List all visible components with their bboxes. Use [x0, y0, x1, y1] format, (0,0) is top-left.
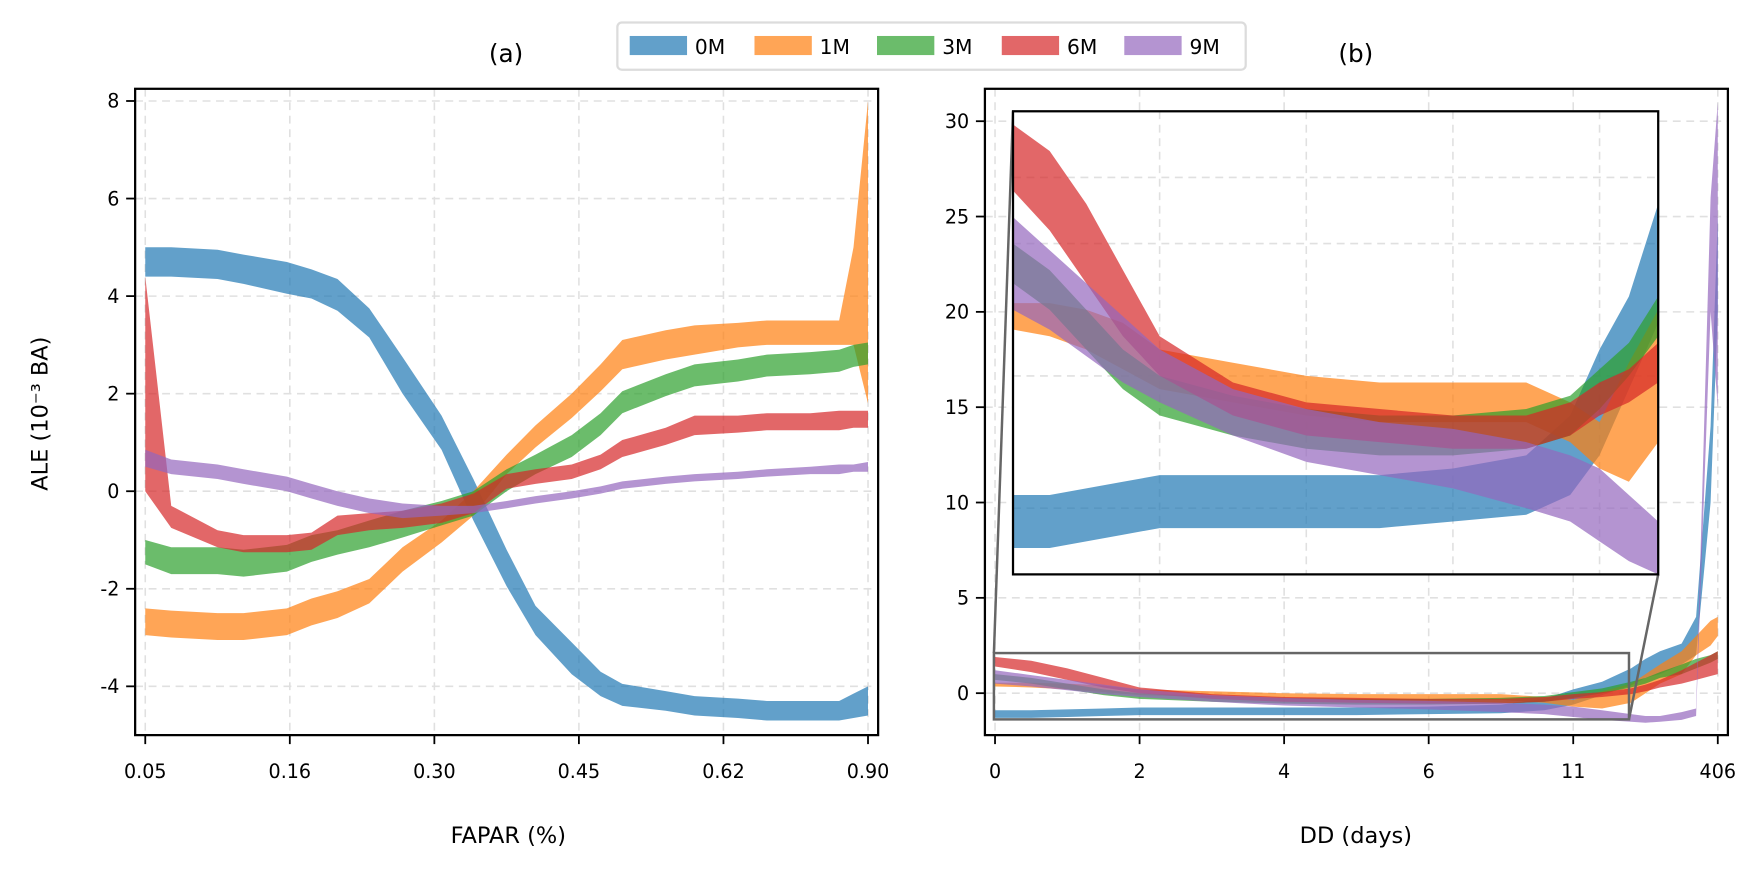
x-tick-label: 0.30 [413, 760, 456, 783]
x-tick-label: 4 [1278, 760, 1290, 783]
panel-b-title: (b) [1338, 39, 1373, 68]
panel-b-x-axis-label: DD (days) [1300, 823, 1412, 849]
inset-connector-right [1627, 574, 1660, 720]
y-tick-label: 2 [107, 382, 119, 405]
inset-connector-left [992, 111, 1015, 654]
band-3m [145, 342, 869, 577]
panel-a-y-ticks: -4 -2 0 2 4 6 8 [100, 90, 136, 698]
x-tick-label: 0.45 [558, 760, 601, 783]
legend: 0M 1M 3M 6M 9M [616, 21, 1247, 71]
y-tick-label: 0 [107, 480, 119, 503]
legend-label: 1M [820, 35, 850, 59]
y-tick-label: 20 [945, 301, 969, 324]
legend-item-6m: 6M [1001, 35, 1097, 59]
y-tick-label: -4 [100, 675, 119, 698]
panel-b-x-ticks: 0 2 4 6 11 406 [989, 735, 1736, 783]
panel-a-axes-frame [134, 87, 880, 737]
panel-a-grid [135, 88, 879, 736]
band-0m [995, 216, 1718, 718]
x-tick-label: 0.16 [269, 760, 312, 783]
inset-axes [1011, 110, 1660, 576]
x-tick-label: 0.05 [124, 760, 167, 783]
panel-a-x-axis-label: FAPAR (%) [451, 823, 566, 849]
inset-frame [1011, 110, 1660, 576]
panel-a: 0.05 0.16 0.30 0.45 0.62 0.90 -4 -2 0 2 4 6 8 (a) F… [27, 39, 889, 849]
y-tick-label: 30 [945, 110, 969, 133]
legend-item-1m: 1M [754, 35, 850, 59]
legend-swatch [1001, 35, 1060, 56]
y-tick-label: 15 [945, 396, 969, 419]
x-tick-label: 6 [1423, 760, 1435, 783]
y-tick-label: 8 [107, 90, 119, 113]
x-tick-label: 0.62 [702, 760, 745, 783]
panel-b-bands [995, 102, 1718, 723]
legend-swatch [1124, 35, 1182, 56]
band-6m [145, 276, 869, 553]
y-tick-label: 25 [945, 205, 969, 228]
y-tick-label: 0 [957, 682, 969, 705]
legend-swatch [754, 35, 812, 56]
legend-swatch [877, 35, 935, 56]
y-tick-label: 5 [957, 587, 969, 610]
panel-b-y-ticks: 0 5 10 15 20 25 30 [945, 110, 985, 705]
inset-bands [1013, 124, 1659, 575]
x-tick-label: 0 [989, 760, 1001, 783]
panel-a-title: (a) [489, 39, 523, 68]
panel-b-axes-frame [983, 87, 1730, 737]
x-tick-label: 2 [1134, 760, 1146, 783]
panel-a-bands [145, 100, 869, 721]
legend-label: 6M [1067, 35, 1097, 59]
y-tick-label: 10 [945, 491, 969, 514]
band-9m [1013, 217, 1659, 575]
y-tick-label: -2 [100, 578, 119, 601]
panel-a-x-ticks: 0.05 0.16 0.30 0.45 0.62 0.90 [124, 735, 889, 783]
x-tick-label: 406 [1700, 760, 1736, 783]
x-tick-label: 11 [1561, 760, 1585, 783]
panel-b: 0 2 4 6 11 406 0 5 10 15 20 25 30 (b) DD (days) [945, 39, 1736, 849]
band-9m [145, 449, 869, 519]
legend-label: 9M [1189, 35, 1219, 59]
inset-source-region [992, 651, 1631, 721]
panel-a-y-axis-label: ALE (10⁻³ BA) [27, 337, 53, 491]
legend-label: 0M [695, 35, 725, 59]
band-1m [1013, 303, 1659, 482]
legend-item-0m: 0M [629, 35, 725, 59]
x-tick-label: 0.90 [847, 760, 890, 783]
legend-swatch [629, 35, 688, 56]
y-tick-label: 6 [107, 187, 119, 210]
y-tick-label: 4 [107, 285, 119, 308]
legend-item-9m: 9M [1124, 35, 1220, 59]
legend-item-3m: 3M [877, 35, 973, 59]
legend-label: 3M [942, 35, 972, 59]
